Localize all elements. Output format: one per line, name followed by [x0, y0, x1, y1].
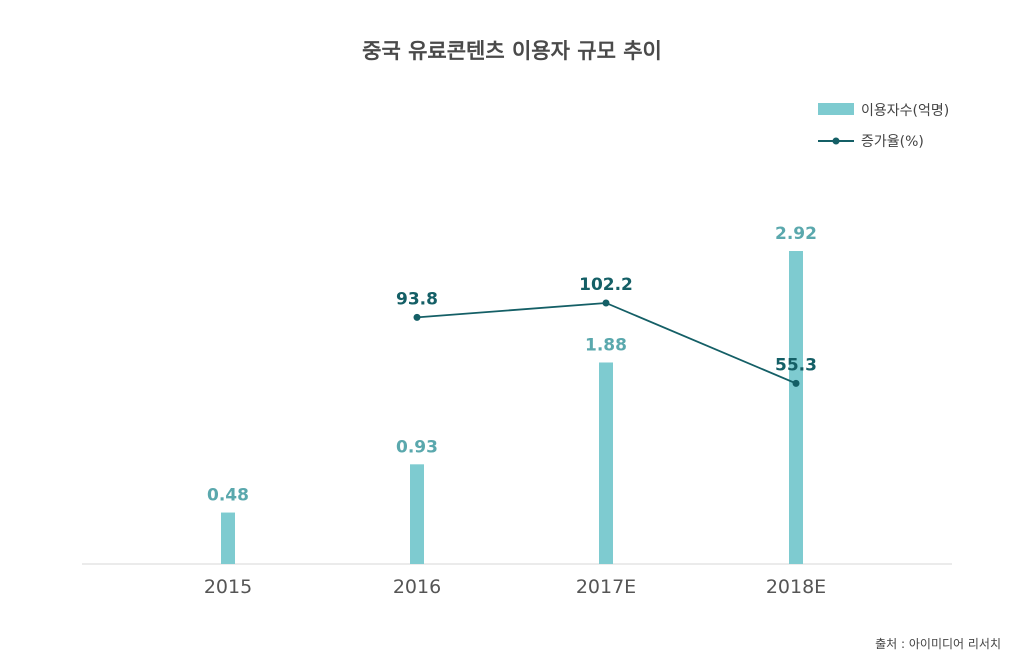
legend-bar-swatch: [818, 103, 854, 115]
bar: [599, 362, 613, 564]
growth-point: [413, 313, 421, 321]
x-tick-label: 2015: [204, 576, 252, 598]
legend-line-marker: [832, 137, 840, 145]
legend-bar-label: 이용자수(억명): [861, 103, 949, 119]
legend: 이용자수(억명) 증가율(%): [818, 103, 949, 150]
bar-data-label: 2.92: [775, 224, 817, 244]
growth-data-label: 102.2: [579, 275, 633, 295]
x-tick-label: 2017E: [576, 576, 636, 598]
x-tick-label: 2016: [393, 576, 441, 598]
source-note: 출처 : 아이미디어 리서치: [875, 637, 1001, 651]
bar-data-label: 0.48: [207, 486, 249, 506]
x-tick-label: 2018E: [766, 576, 826, 598]
growth-point: [792, 379, 800, 387]
bar: [410, 464, 424, 564]
labels-layer: 0.48 0.93 1.88 2.92 93.8 102.2 55.3: [207, 224, 817, 506]
line-layer: [413, 299, 800, 387]
chart-title: 중국 유료콘텐츠 이용자 규모 추이: [362, 39, 662, 63]
ticks-layer: 2015 2016 2017E 2018E: [204, 576, 826, 598]
growth-data-label: 93.8: [396, 289, 438, 309]
bar-data-label: 1.88: [585, 335, 627, 355]
legend-line-label: 증가율(%): [861, 134, 924, 150]
bars-layer: [221, 251, 803, 564]
growth-point: [602, 299, 610, 307]
bar: [221, 512, 235, 564]
growth-data-label: 55.3: [775, 355, 817, 375]
bar-data-label: 0.93: [396, 437, 438, 457]
bar: [789, 251, 803, 564]
